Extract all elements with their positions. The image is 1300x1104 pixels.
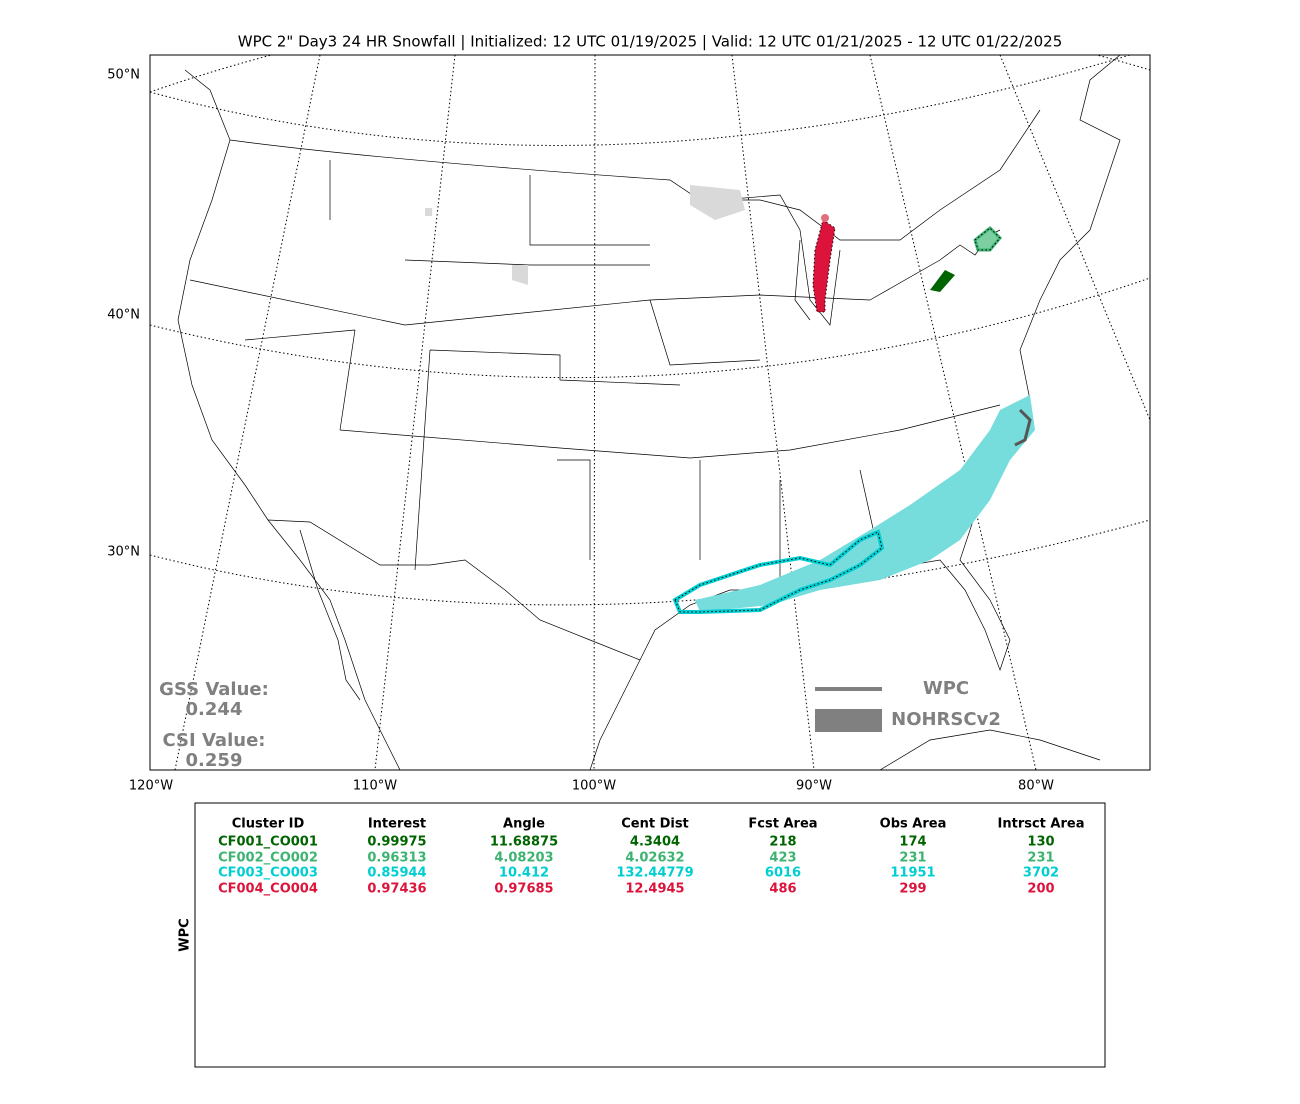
table-cell: 486	[769, 882, 796, 897]
table-cell: 130	[1027, 835, 1054, 850]
table-cell: CF001_CO001	[218, 835, 318, 850]
table-cell: 174	[899, 835, 926, 850]
table-cell: 0.99975	[367, 835, 426, 850]
table-cell: 3702	[1023, 866, 1059, 881]
table-cell: 0.97436	[367, 882, 426, 897]
score-text: GSS Value:	[159, 679, 269, 700]
table-header: Interest	[368, 817, 426, 832]
lat-label: 50°N	[107, 68, 140, 83]
legend-swatch	[815, 709, 882, 732]
table-frame	[194, 802, 1106, 1068]
table-cell: 200	[1027, 882, 1054, 897]
table-cell: 12.4945	[625, 882, 684, 897]
table-cell: 0.85944	[367, 866, 426, 881]
map	[150, 55, 1150, 770]
table: Cluster ID Interest Angle Cent Dist Fcst Are…	[218, 817, 1084, 897]
lon-label: 120°W	[129, 779, 173, 794]
table-cell: CF004_CO004	[218, 882, 318, 897]
table-cell: 299	[899, 882, 926, 897]
table-cell: 4.3404	[630, 835, 680, 850]
table-side-label: WPC	[178, 918, 193, 951]
lon-label: 80°W	[1018, 779, 1054, 794]
table-cell: 6016	[765, 866, 801, 881]
legend-label: WPC	[923, 678, 969, 699]
lon-label: 90°W	[796, 779, 832, 794]
legend: WPC NOHRSCv2	[891, 678, 1001, 730]
table-cell: 4.08203	[494, 851, 553, 866]
table-cell: 218	[769, 835, 796, 850]
table-cell: 231	[1027, 851, 1054, 866]
table-cell: 0.96313	[367, 851, 426, 866]
table-cell: 11951	[890, 866, 935, 881]
title: WPC 2" Day3 24 HR Snowfall | Initialized…	[238, 33, 1063, 51]
table-cell: 423	[769, 851, 796, 866]
table-header: Angle	[503, 817, 545, 832]
lat-label: 30°N	[107, 545, 140, 560]
score-text: CSI Value:	[163, 730, 266, 751]
lat-label: 40°N	[107, 308, 140, 323]
table-cell: 132.44779	[616, 866, 693, 881]
legend-label: NOHRSCv2	[891, 709, 1001, 730]
table-header: Cluster ID	[232, 817, 305, 832]
lon-label: 100°W	[572, 779, 616, 794]
table-header: Obs Area	[880, 817, 947, 832]
table-header: Fcst Area	[748, 817, 817, 832]
score-text: 0.259	[186, 750, 243, 771]
axis-labels: 50°N 40°N 30°N 120°W 110°W 100°W 90°W 80°W GSS V…	[107, 68, 1054, 794]
table-cell: 10.412	[499, 866, 549, 881]
table-cell: CF003_CO003	[218, 866, 318, 881]
map-frame	[149, 54, 1151, 771]
score-text: 0.244	[186, 699, 243, 720]
lon-label: 110°W	[353, 779, 397, 794]
table-header: Cent Dist	[621, 817, 689, 832]
table-cell: 231	[899, 851, 926, 866]
table-cell: 4.02632	[625, 851, 684, 866]
table-cell: 0.97685	[494, 882, 553, 897]
table-cell: 11.68875	[490, 835, 558, 850]
table-header: Intrsct Area	[998, 817, 1085, 832]
table-cell: CF002_CO002	[218, 851, 318, 866]
